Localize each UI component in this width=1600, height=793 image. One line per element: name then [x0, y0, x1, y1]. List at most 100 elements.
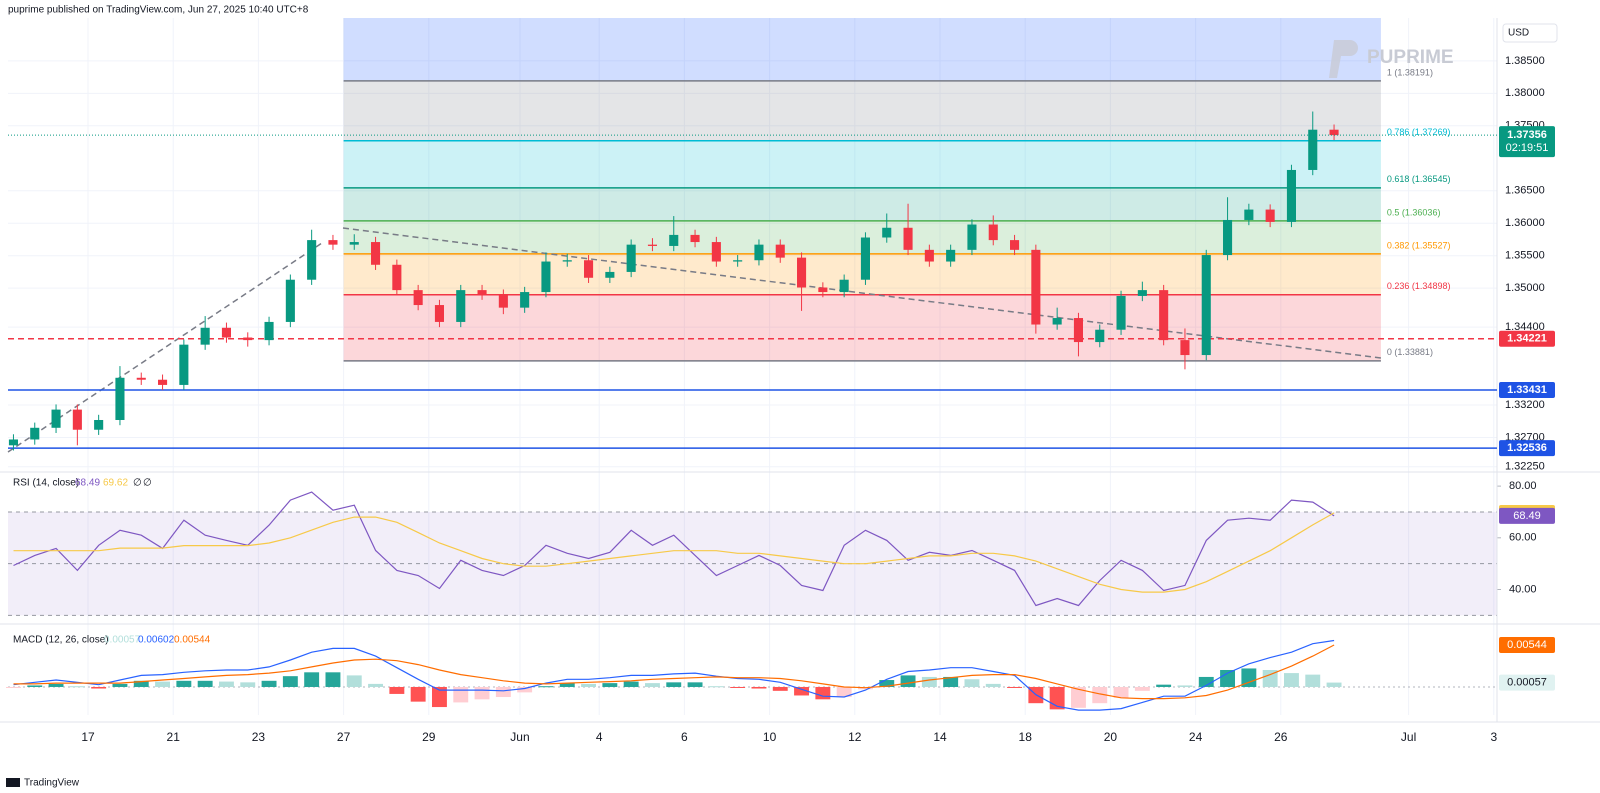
macd-histogram-bar	[517, 686, 533, 693]
macd-histogram-bar	[794, 686, 810, 696]
rsi-line	[13, 512, 1335, 593]
price-level-label: 1.33431	[1507, 384, 1547, 396]
fib-zone	[343, 187, 1381, 221]
macd-histogram-bar	[346, 675, 362, 687]
candle-body	[967, 224, 977, 250]
macd-histogram-bar	[538, 686, 554, 688]
macd-histogram-bar	[389, 686, 405, 694]
macd-line	[13, 639, 1335, 711]
macd-line	[13, 644, 1335, 700]
candle-body	[371, 242, 381, 265]
candle-body	[839, 279, 849, 293]
ui-layer: puprime published on TradingView.com, Ju…	[6, 5, 1558, 789]
macd-histogram-bar	[921, 676, 937, 687]
rsi-legend-value: 69.62	[103, 478, 128, 489]
x-tick-label: 21	[167, 730, 181, 744]
macd-histogram-bar	[623, 681, 639, 687]
macd-histogram-bar	[27, 685, 43, 687]
macd-histogram-bar	[325, 672, 341, 687]
x-tick-label: 3	[1490, 730, 1497, 744]
macd-histogram-bar	[410, 686, 426, 702]
y-tick-label: 1.35500	[1505, 250, 1545, 262]
macd-histogram-bar	[368, 683, 384, 687]
countdown: 02:19:51	[1506, 142, 1549, 154]
candle-body	[477, 290, 487, 295]
y-tick-label: 1.38500	[1505, 55, 1545, 67]
y-tick-label: 1.33200	[1505, 399, 1545, 411]
y-tick-label: 1.36500	[1505, 185, 1545, 197]
candle-body	[1137, 290, 1147, 296]
macd-histogram-bar	[815, 686, 831, 700]
fib-label: 0.786 (1.37269)	[1387, 127, 1451, 137]
macd-histogram-bar	[240, 682, 256, 687]
x-tick-label: 26	[1274, 730, 1288, 744]
candle-body	[94, 419, 104, 430]
candle-body	[1159, 290, 1169, 341]
fib-label: 0 (1.33881)	[1387, 347, 1433, 357]
macd-histogram-bar	[644, 683, 660, 687]
footer: TradingView	[24, 778, 80, 789]
candle-body	[818, 287, 828, 293]
macd-histogram-bar	[602, 683, 618, 687]
price-level-label: 1.32536	[1507, 442, 1547, 454]
rsi-na: ∅	[143, 478, 152, 489]
fib-label: 0.382 (1.35527)	[1387, 240, 1451, 250]
x-tick-label: 4	[596, 730, 603, 744]
candle-body	[541, 261, 551, 293]
candle-body	[690, 234, 700, 243]
x-tick-label: Jul	[1401, 730, 1416, 744]
rsi-tick-label: 80.00	[1509, 480, 1537, 492]
candle-body	[605, 271, 615, 278]
macd-histogram-bar	[687, 682, 703, 687]
y-tick-label: 1.36000	[1505, 217, 1545, 229]
macd-histogram-bar	[5, 686, 21, 688]
candle-body	[200, 327, 210, 345]
rsi-tick-label: 40.00	[1509, 583, 1537, 595]
macd-histogram-bar	[1092, 686, 1108, 704]
x-tick-label: 14	[933, 730, 947, 744]
currency-box[interactable]	[1502, 23, 1558, 43]
y-tick-label: 1.32250	[1505, 461, 1545, 473]
macd-histogram-bar	[900, 675, 916, 687]
macd-badge	[1499, 674, 1555, 691]
macd-histogram-bar	[1198, 676, 1214, 687]
macd-histogram-bar	[155, 681, 171, 687]
rsi-tick-label: 60.00	[1509, 532, 1537, 544]
header: puprime published on TradingView.com, Ju…	[8, 5, 309, 16]
candle-body	[1201, 255, 1211, 356]
candle-body	[924, 249, 934, 262]
candle-body	[1010, 240, 1020, 250]
macd-histogram-bar	[1156, 684, 1172, 687]
candle-body	[328, 240, 338, 245]
fib-label: 0.236 (1.34898)	[1387, 281, 1451, 291]
fib-layer: 1 (1.38191) 0.786 (1.37269) 0.618 (1.36545…	[343, 18, 1451, 362]
macd-histogram-bar	[985, 683, 1001, 687]
x-tick-label: 20	[1104, 730, 1118, 744]
candle-body	[136, 377, 146, 380]
last-price-label: 1.37356	[1507, 129, 1547, 141]
candle-body	[860, 237, 870, 280]
brand-logo	[1329, 40, 1358, 78]
macd-histogram-bar	[1007, 686, 1023, 688]
x-tick-label: 27	[337, 730, 351, 744]
x-tick-label: 24	[1189, 730, 1203, 744]
macd-histogram-bar	[304, 672, 320, 687]
candle-body	[51, 409, 61, 428]
macd-legend-value: 0.00057	[104, 635, 141, 646]
x-tick-label: 29	[422, 730, 436, 744]
macd-histogram-bar	[1177, 685, 1193, 687]
currency[interactable]: USD	[1508, 28, 1529, 39]
candle-body	[434, 305, 444, 322]
candle-body	[1073, 318, 1083, 343]
macd-badge	[1499, 636, 1555, 653]
candle-body	[285, 279, 295, 322]
candle-body	[626, 244, 636, 272]
candle-body	[1116, 295, 1126, 330]
fib-top-zone	[343, 18, 1381, 81]
fib-zone	[343, 140, 1381, 188]
candle-body	[1244, 209, 1254, 220]
macd-histogram-bar	[1134, 686, 1150, 691]
candle-body	[30, 427, 40, 440]
y-tick-label: 1.34400	[1505, 321, 1545, 333]
